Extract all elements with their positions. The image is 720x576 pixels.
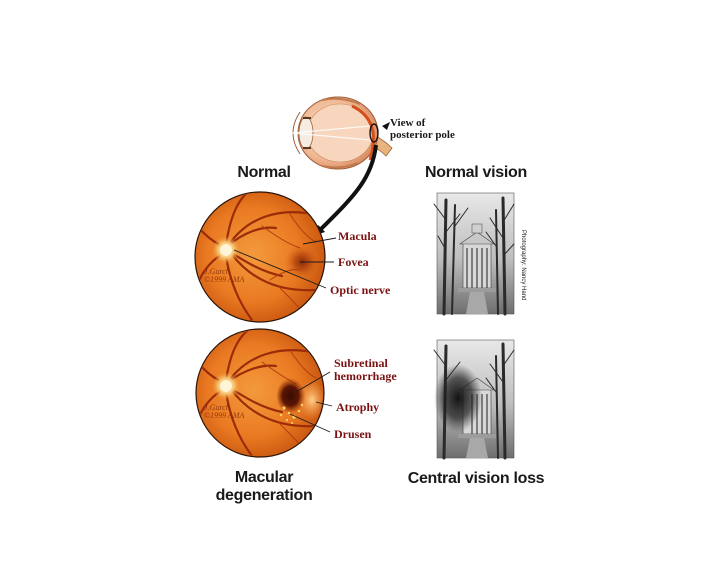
photo-central-vision-loss [433, 339, 515, 460]
label-subretinal-line1: Subretinal [334, 356, 388, 370]
degeneration-leaders [289, 371, 333, 433]
signature-bottom: J.Gurch ©1999 AMA [204, 404, 244, 420]
photo-credit: Photography: Nancy Hand [520, 230, 526, 301]
label-subretinal-hemorrhage: Subretinal hemorrhage [334, 357, 397, 383]
pointer-arrow [314, 144, 378, 236]
normal-leaders [233, 237, 337, 289]
view-label: View of posterior pole [390, 117, 455, 141]
label-atrophy: Atrophy [336, 400, 380, 414]
retina-degeneration [195, 328, 325, 458]
signature-bottom-line1: J.Gurch [204, 403, 230, 412]
eye-illustration [291, 96, 393, 170]
view-label-line2: posterior pole [390, 129, 455, 141]
vision-loss-blur [434, 364, 482, 432]
heading-central-vision-loss: Central vision loss [407, 470, 545, 487]
retina-normal [194, 191, 326, 323]
label-macula: Macula [338, 229, 377, 243]
label-fovea: Fovea [338, 255, 369, 269]
view-label-line1: View of [390, 117, 426, 129]
drusen-spots [279, 403, 304, 424]
label-drusen: Drusen [334, 427, 372, 441]
signature-top-line2: ©1999 AMA [204, 275, 245, 284]
heading-normal-vision: Normal vision [425, 164, 527, 181]
signature-top-line1: J.Gurch [204, 267, 230, 276]
heading-macular-degeneration: Macular degeneration [200, 469, 328, 505]
retina-normal-vessels [196, 193, 320, 321]
signature-top: J.Gurch ©1999 AMA [204, 268, 244, 284]
label-subretinal-line2: hemorrhage [334, 369, 397, 383]
label-optic-nerve: Optic nerve [330, 283, 391, 297]
retina-degeneration-vessels [197, 330, 323, 456]
heading-macular-line1: Macular [234, 469, 294, 486]
building-normal [458, 223, 496, 314]
signature-bottom-line2: ©1999 AMA [204, 411, 245, 420]
heading-macular-line2: degeneration [215, 487, 313, 504]
photo-normal-vision [433, 192, 515, 316]
heading-normal: Normal [237, 164, 291, 181]
